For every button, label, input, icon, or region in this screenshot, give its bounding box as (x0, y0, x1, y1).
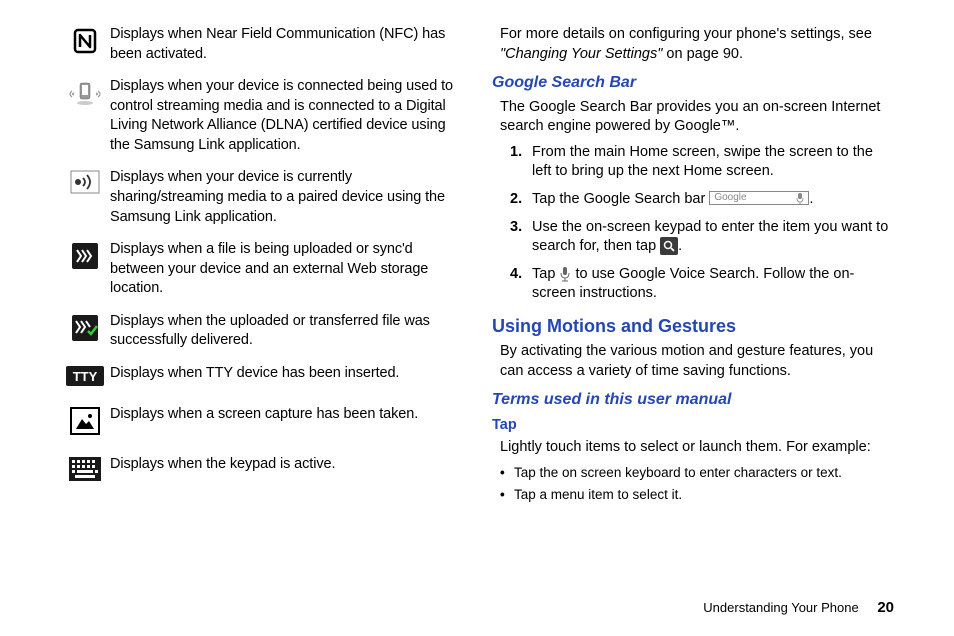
list-item: 4. Tap to use Google Voice Search. Follo… (510, 265, 894, 304)
nfc-icon (71, 27, 99, 62)
intro-text: For more details on configuring your pho… (500, 25, 894, 64)
tap-heading: Tap (492, 416, 894, 436)
table-row: Displays when the keypad is active. (60, 455, 462, 488)
table-row: Displays when the uploaded or transferre… (60, 312, 462, 351)
terms-heading: Terms used in this user manual (492, 389, 894, 411)
table-row: Displays when a screen capture has been … (60, 405, 462, 442)
icon-description: Displays when the uploaded or transferre… (110, 312, 462, 351)
icon-description: Displays when TTY device has been insert… (110, 364, 462, 384)
footer-text: Understanding Your Phone (703, 600, 858, 615)
page-footer: Understanding Your Phone 20 (60, 598, 894, 618)
google-search-heading: Google Search Bar (492, 72, 894, 94)
table-row: Displays when a file is being uploaded o… (60, 240, 462, 299)
icon-description: Displays when your device is connected b… (110, 77, 462, 155)
delivered-icon (71, 314, 99, 349)
list-item: 2. Tap the Google Search bar Google. (510, 190, 894, 210)
svg-text:TTY: TTY (73, 369, 98, 384)
list-item: 1. From the main Home screen, swipe the … (510, 143, 894, 182)
right-column: For more details on configuring your pho… (492, 25, 894, 590)
list-item: •Tap a menu item to select it. (500, 486, 894, 504)
icon-description: Displays when the keypad is active. (110, 455, 462, 475)
dlna-icon (68, 79, 102, 116)
icon-description: Displays when Near Field Communication (… (110, 25, 462, 64)
steps-list: 1. From the main Home screen, swipe the … (492, 143, 894, 304)
upload-icon (71, 242, 99, 277)
bullet-list: •Tap the on screen keyboard to enter cha… (492, 464, 894, 504)
list-item: 3. Use the on-screen keypad to enter the… (510, 218, 894, 257)
tap-desc: Lightly touch items to select or launch … (500, 438, 894, 458)
search-icon (660, 237, 678, 255)
table-row: TTY Displays when TTY device has been in… (60, 364, 462, 393)
table-row: Displays when Near Field Communication (… (60, 25, 462, 64)
keypad-icon (69, 457, 101, 488)
page-number: 20 (877, 599, 894, 616)
table-row: Displays when your device is currently s… (60, 168, 462, 227)
google-search-desc: The Google Search Bar provides you an on… (500, 98, 894, 137)
icon-description: Displays when your device is currently s… (110, 168, 462, 227)
status-icon-table: Displays when Near Field Communication (… (60, 25, 462, 488)
icon-description: Displays when a file is being uploaded o… (110, 240, 462, 299)
motions-heading: Using Motions and Gestures (492, 314, 894, 338)
motions-desc: By activating the various motion and ges… (500, 342, 894, 381)
list-item: •Tap the on screen keyboard to enter cha… (500, 464, 894, 482)
tty-icon: TTY (66, 366, 104, 393)
sharing-icon (70, 170, 100, 201)
google-search-bar-icon: Google (709, 191, 809, 205)
screenshot-icon (70, 407, 100, 442)
icon-description: Displays when a screen capture has been … (110, 405, 462, 425)
left-column: Displays when Near Field Communication (… (60, 25, 462, 590)
table-row: Displays when your device is connected b… (60, 77, 462, 155)
mic-icon (559, 266, 571, 282)
